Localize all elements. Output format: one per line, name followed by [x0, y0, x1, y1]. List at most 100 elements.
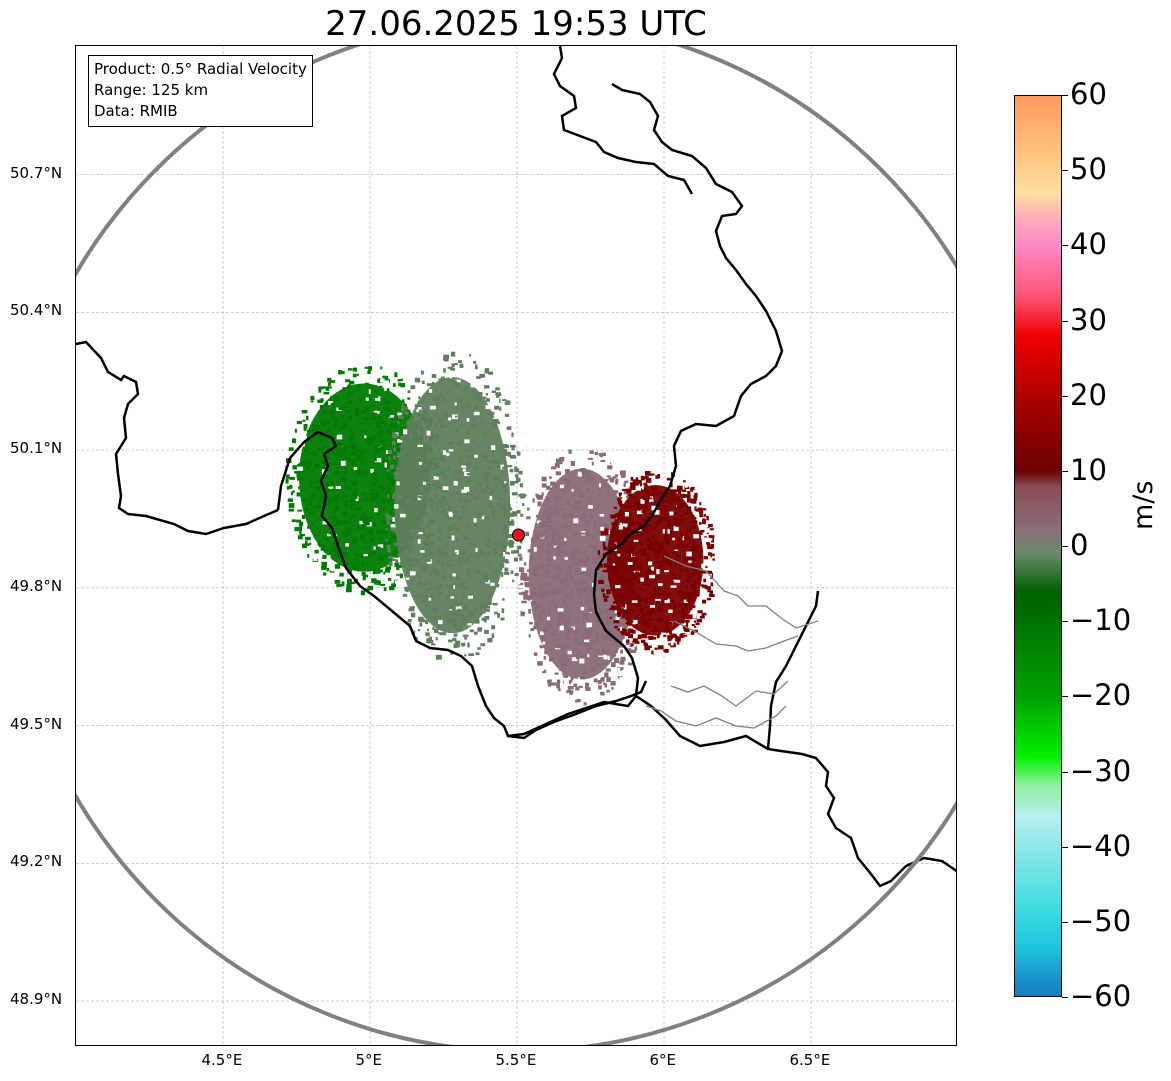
echo-pixel [384, 462, 388, 468]
echo-pixel [457, 608, 461, 612]
echo-pixel [373, 582, 376, 585]
echo-pixel [575, 699, 578, 703]
echo-pixel [508, 512, 514, 517]
echo-pixel [328, 486, 334, 489]
echo-pixel [362, 512, 366, 515]
echo-pixel [535, 514, 539, 518]
echo-pixel [473, 497, 480, 500]
echo-pixel [577, 471, 582, 477]
colorbar-tick-label: 40 [1070, 227, 1107, 262]
radar-map[interactable] [75, 45, 957, 1046]
echo-pixel [503, 489, 507, 493]
echo-pixel [667, 598, 670, 602]
echo-pixel [637, 579, 641, 584]
echo-pixel [408, 548, 412, 554]
echo-pixel [458, 562, 463, 567]
echo-pixel [610, 575, 614, 581]
echo-pixel [591, 558, 598, 562]
echo-pixel [557, 611, 564, 616]
echo-pixel [539, 521, 545, 525]
echo-pixel [542, 502, 546, 507]
echo-pixel [567, 685, 573, 689]
echo-pixel [470, 383, 477, 388]
echo-pixel [492, 547, 496, 552]
echo-pixel [527, 549, 532, 553]
echo-pixel [392, 416, 398, 421]
echo-pixel [426, 558, 431, 562]
echo-pixel [599, 524, 604, 527]
echo-pixel [576, 601, 581, 605]
echo-pixel [566, 479, 570, 485]
echo-pixel [603, 682, 606, 686]
echo-pixel [462, 468, 466, 472]
echo-pixel [462, 634, 469, 637]
echo-pixel [707, 588, 711, 593]
echo-pixel [333, 543, 338, 546]
echo-pixel [485, 577, 489, 583]
echo-pixel [338, 370, 343, 375]
echo-pixel [633, 479, 639, 484]
echo-pixel [405, 466, 409, 470]
echo-pixel [420, 430, 424, 434]
echo-pixel [461, 489, 467, 493]
echo-pixel [444, 514, 448, 518]
echo-pixel [294, 461, 299, 465]
echo-pixel [350, 581, 355, 585]
echo-pixel [623, 623, 629, 628]
echo-pixel [551, 590, 555, 596]
echo-pixel [387, 493, 390, 499]
radar-site-marker[interactable] [511, 528, 525, 542]
echo-pixel [667, 561, 672, 566]
echo-pixel [359, 520, 364, 525]
echo-pixel [655, 548, 662, 554]
echo-pixel [476, 376, 481, 379]
echo-pixel [475, 619, 480, 624]
echo-pixel [358, 471, 363, 476]
echo-pixel [354, 408, 359, 411]
echo-pixel [416, 409, 419, 413]
echo-pixel [460, 506, 466, 509]
echo-pixel [455, 490, 459, 494]
echo-pixel [581, 670, 588, 675]
echo-pixel [326, 484, 332, 487]
echo-pixel [705, 537, 708, 542]
echo-pixel [641, 510, 646, 514]
product-info-box: Product: 0.5° Radial Velocity Range: 125… [88, 55, 313, 127]
echo-pixel [539, 631, 544, 636]
echo-pixel [335, 555, 341, 559]
echo-pixel [478, 580, 482, 585]
echo-pixel [677, 590, 682, 595]
radar-site-dot[interactable] [511, 528, 525, 542]
echo-pixel [454, 549, 458, 553]
echo-pixel [326, 533, 331, 537]
echo-pixel [674, 507, 679, 510]
echo-pixel [666, 595, 671, 600]
echo-pixel [363, 574, 369, 578]
echo-pixel [684, 497, 687, 502]
echo-pixel [683, 480, 690, 485]
echo-pixel [480, 419, 484, 424]
echo-pixel [582, 619, 585, 624]
echo-pixel [461, 465, 467, 468]
echo-pixel [676, 503, 682, 509]
echo-pixel [413, 483, 419, 488]
echo-pixel [414, 501, 419, 505]
echo-pixel [695, 568, 699, 572]
echo-pixel [613, 506, 617, 509]
echo-pixel [373, 546, 376, 550]
echo-pixel [318, 386, 323, 390]
echo-pixel [479, 373, 485, 378]
echo-pixel [572, 504, 579, 510]
echo-pixel [693, 497, 698, 501]
echo-pixel [578, 685, 583, 688]
echo-pixel [691, 514, 695, 519]
echo-pixel [502, 551, 506, 557]
echo-pixel [649, 605, 655, 608]
echo-pixel [534, 605, 540, 610]
echo-pixel [367, 370, 371, 375]
echo-pixel [603, 654, 608, 660]
echo-pixel [547, 611, 551, 615]
echo-pixel [402, 477, 406, 481]
echo-pixel [691, 516, 697, 520]
echo-pixel [700, 570, 706, 574]
